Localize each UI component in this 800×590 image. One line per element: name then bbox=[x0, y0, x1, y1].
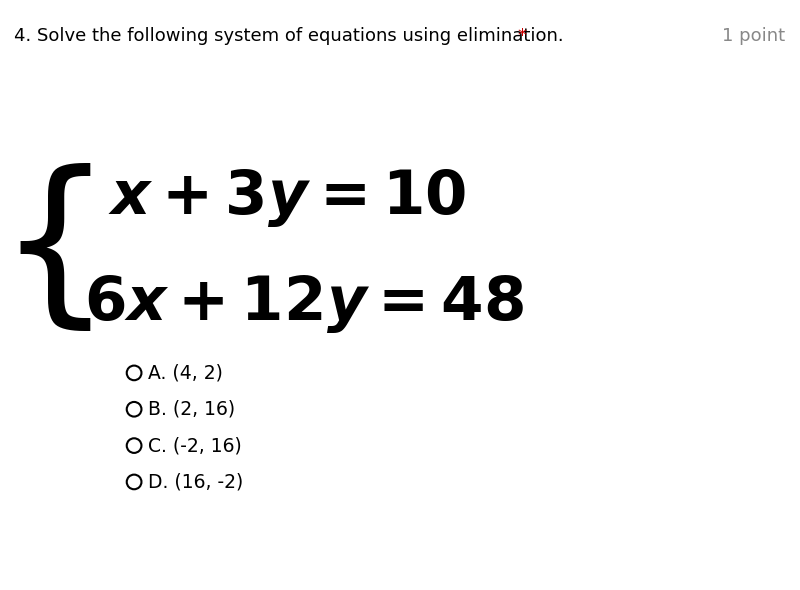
Text: $\boldsymbol{6x + 12y = 48}$: $\boldsymbol{6x + 12y = 48}$ bbox=[84, 273, 524, 335]
Text: D. (16, -2): D. (16, -2) bbox=[148, 473, 243, 491]
Text: $\boldsymbol{x + 3y = 10}$: $\boldsymbol{x + 3y = 10}$ bbox=[108, 166, 466, 229]
Text: A. (4, 2): A. (4, 2) bbox=[148, 363, 222, 382]
Text: C. (-2, 16): C. (-2, 16) bbox=[148, 436, 242, 455]
Text: *: * bbox=[518, 27, 526, 45]
Text: 1 point: 1 point bbox=[722, 27, 786, 45]
Text: B. (2, 16): B. (2, 16) bbox=[148, 400, 234, 419]
Text: 4. Solve the following system of equations using elimination.: 4. Solve the following system of equatio… bbox=[14, 27, 564, 45]
Text: $\{$: $\{$ bbox=[0, 163, 91, 339]
